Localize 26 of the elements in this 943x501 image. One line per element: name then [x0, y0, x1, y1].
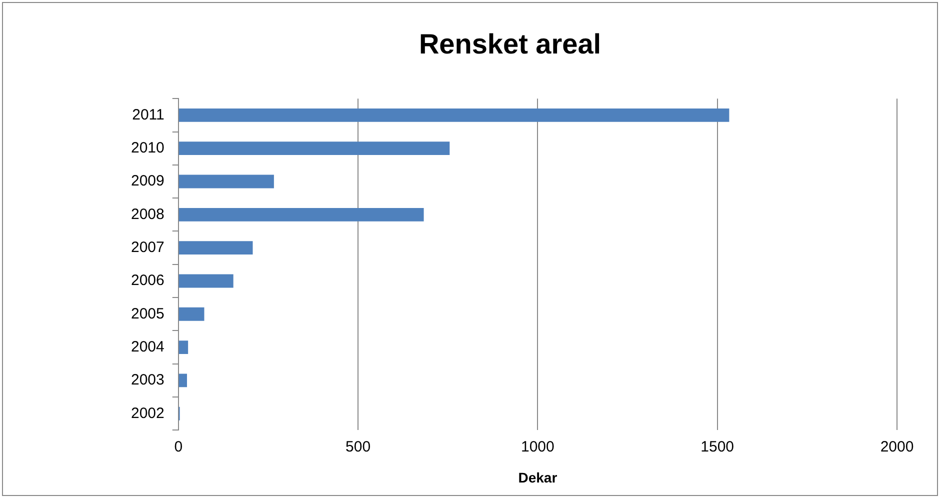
- y-tick-label: 2003: [130, 372, 164, 389]
- y-tick-label: 2009: [130, 172, 164, 190]
- bar: [178, 307, 204, 321]
- y-tick-label: 2004: [130, 338, 164, 356]
- bar: [178, 274, 234, 288]
- x-tick-label: 0: [174, 438, 183, 456]
- bar: [178, 208, 424, 222]
- y-tick-label: 2007: [130, 238, 164, 256]
- bar: [178, 374, 187, 388]
- y-tick-label: 2005: [130, 305, 164, 322]
- y-tick-label: 2002: [130, 404, 164, 422]
- y-tick-label: 2006: [130, 272, 164, 290]
- bar: [178, 142, 450, 156]
- bar: [178, 108, 730, 122]
- chart-title: Rensket areal: [418, 28, 602, 60]
- x-tick-label: 500: [346, 438, 371, 456]
- y-tick-label: 2011: [132, 106, 164, 124]
- x-tick-label: 1000: [520, 438, 554, 456]
- bar: [178, 241, 253, 255]
- bar: [178, 340, 188, 354]
- y-tick-label: 2010: [130, 139, 164, 156]
- y-tick-label: 2008: [130, 206, 164, 223]
- x-tick-label: 2000: [880, 438, 914, 456]
- x-axis-title: Dekar: [518, 469, 558, 486]
- x-tick-label: 1500: [700, 438, 734, 456]
- bar: [178, 174, 274, 188]
